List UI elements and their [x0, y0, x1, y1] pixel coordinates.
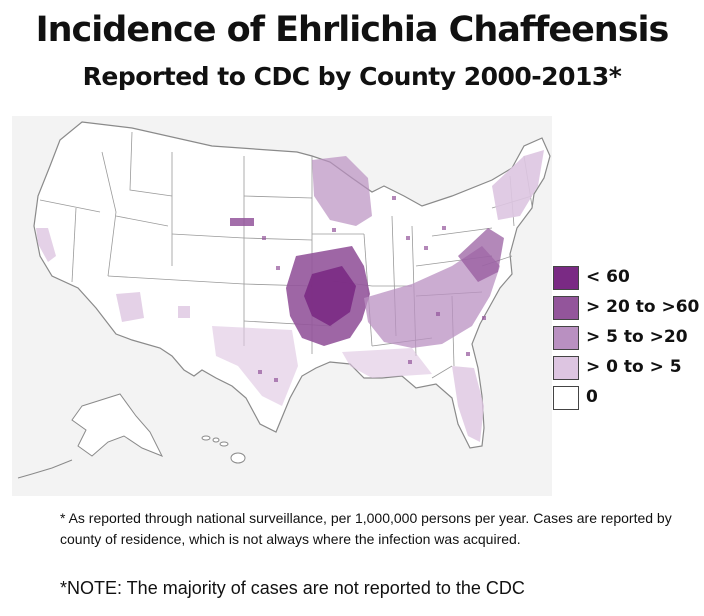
newmexico-light-region — [178, 306, 190, 318]
gulf-light-region — [342, 348, 432, 378]
page-title: Incidence of Ehrlichia Chaffeensis — [35, 10, 670, 50]
note: *NOTE: The majority of cases are not rep… — [60, 578, 525, 598]
hawaii-islands — [201, 435, 246, 464]
arizona-light-region — [116, 292, 144, 322]
southeast-incidence-region — [364, 246, 500, 348]
page-subtitle: Reported to CDC by County 2000-2013* — [82, 62, 622, 91]
florida-light-region — [452, 366, 484, 442]
highest-incidence-core — [304, 266, 356, 326]
legend-label: < 60 — [586, 267, 630, 287]
texas-light-region — [212, 326, 298, 406]
map-legend: < 60 > 20 to >60 > 5 to >20 > 0 to > 5 0 — [553, 266, 701, 416]
legend-swatch-lt60 — [553, 266, 579, 290]
legend-label: > 0 to > 5 — [586, 357, 682, 377]
us-county-map — [12, 116, 552, 496]
legend-label: > 5 to >20 — [586, 327, 688, 347]
legend-item: > 0 to > 5 — [553, 356, 701, 380]
legend-swatch-0-5 — [553, 356, 579, 380]
county-speckles — [258, 196, 486, 382]
mid-atlantic-incidence-region — [458, 228, 504, 282]
legend-item: > 5 to >20 — [553, 326, 701, 350]
aleutian-islands — [17, 459, 73, 479]
legend-item: < 60 — [553, 266, 701, 290]
legend-swatch-20-60 — [553, 296, 579, 320]
legend-swatch-zero — [553, 386, 579, 410]
footnote: * As reported through national surveilla… — [60, 510, 672, 547]
legend-label: > 20 to >60 — [586, 297, 700, 317]
northeast-incidence-region — [492, 150, 544, 220]
california-light-region — [36, 228, 56, 262]
legend-item: 0 — [553, 386, 701, 410]
legend-label: 0 — [586, 387, 598, 407]
upper-midwest-incidence-region — [312, 156, 372, 226]
legend-swatch-5-20 — [553, 326, 579, 350]
legend-item: > 20 to >60 — [553, 296, 701, 320]
south-dakota-patch — [230, 218, 254, 226]
alaska-outline — [71, 393, 164, 457]
